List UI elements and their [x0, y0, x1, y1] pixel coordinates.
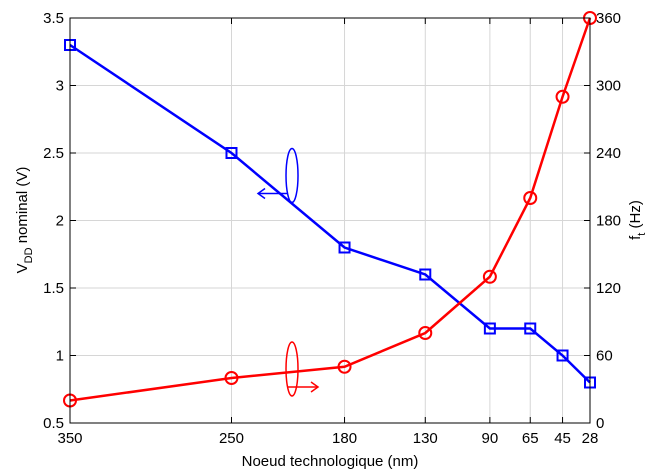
right-y-label-rest: (Hz) — [627, 200, 644, 233]
x-tick-label: 250 — [219, 430, 244, 447]
annotation-layer — [256, 147, 320, 397]
x-tick-label: 28 — [582, 430, 599, 447]
ft-series-line — [69, 17, 592, 402]
right-y-tick-label: 60 — [596, 348, 613, 365]
vdd-series-point — [338, 241, 351, 254]
right-y-tick-label: 0 — [596, 415, 604, 432]
vdd-axis-annotation-ellipse — [285, 147, 299, 204]
vdd-axis-annotation-arrowhead — [256, 187, 266, 200]
right-y-tick-label: 360 — [596, 10, 621, 27]
left-y-label-rest: nominal (V) — [14, 167, 31, 248]
right-y-label-main: f — [627, 235, 644, 240]
left-y-tick-label: 3 — [56, 78, 64, 95]
ft-series-point — [418, 326, 433, 340]
vdd-series-point — [419, 268, 432, 281]
left-y-tick-label: 3.5 — [43, 10, 64, 27]
vdd-series-point — [225, 147, 238, 159]
ft-series-point — [337, 359, 352, 374]
x-tick-label: 180 — [332, 430, 357, 447]
ft-series-point — [555, 89, 570, 104]
left-y-tick-label: 1.5 — [43, 280, 64, 297]
ft-axis-annotation-ellipse — [285, 341, 299, 397]
ft-series-point — [482, 269, 497, 284]
left-y-label-main: V — [14, 263, 31, 273]
left-y-tick-label: 0.5 — [43, 415, 64, 432]
vdd-series-point — [524, 322, 537, 335]
right-y-tick-label: 300 — [596, 78, 621, 95]
left-y-tick-label: 1 — [56, 348, 64, 365]
right-y-tick-label: 120 — [596, 280, 621, 297]
left-y-tick-label: 2.5 — [43, 145, 64, 162]
right-y-tick-label: 180 — [596, 213, 621, 230]
series-layer — [63, 11, 597, 408]
x-axis-label: Noeud technologique (nm) — [242, 453, 419, 470]
vdd-series-point — [556, 349, 569, 362]
vdd-series-line — [69, 43, 591, 384]
x-tick-label: 45 — [554, 430, 571, 447]
vdd-series-point — [483, 322, 496, 335]
left-y-label-sub: DD — [23, 247, 35, 263]
x-tick-label: 130 — [413, 430, 438, 447]
x-tick-label: 90 — [482, 430, 499, 447]
ft-series-point — [224, 371, 239, 385]
left-y-tick-label: 2 — [56, 213, 64, 230]
x-tick-label: 350 — [57, 430, 82, 447]
right-y-tick-label: 240 — [596, 145, 621, 162]
ft-axis-annotation-arrowhead — [310, 381, 320, 393]
grid-layer — [70, 18, 590, 423]
tick-layer: 350 250 180 130 90 65 45 28 0.5 1 1.5 2 2.5 3 3.5 0 60 12… — [43, 10, 621, 447]
x-tick-label: 65 — [522, 430, 539, 447]
left-y-axis-label: VDD nominal (V) — [14, 167, 35, 274]
right-y-label-sub: t — [636, 233, 648, 236]
ft-series-point — [523, 191, 538, 205]
right-y-axis-label: ft (Hz) — [627, 200, 648, 240]
